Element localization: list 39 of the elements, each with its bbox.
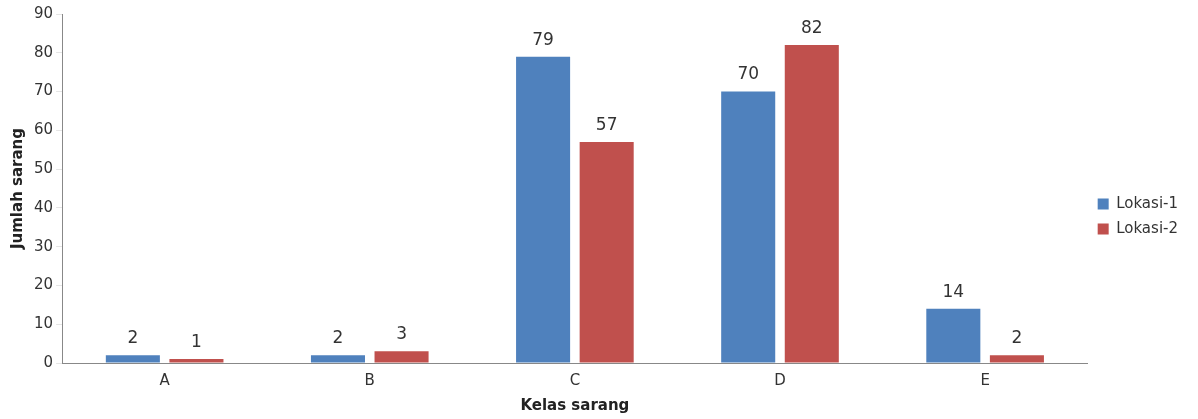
legend-label: Lokasi-2 xyxy=(1116,218,1178,237)
y-tick-label: 20 xyxy=(33,275,54,294)
y-tick-label: 60 xyxy=(33,120,54,139)
legend-label: Lokasi-1 xyxy=(1116,193,1178,212)
data-label: 79 xyxy=(532,28,554,49)
bar xyxy=(310,355,365,363)
bar xyxy=(989,355,1044,363)
y-tick-label: 30 xyxy=(33,236,54,255)
x-tick-label: A xyxy=(159,370,171,389)
data-label: 70 xyxy=(737,63,760,84)
data-label: 2 xyxy=(1011,327,1023,348)
y-tick-label: 0 xyxy=(43,352,54,371)
y-tick-label: 10 xyxy=(33,314,54,333)
y-axis-title: Jumlah sarang xyxy=(7,127,26,251)
bar xyxy=(169,359,224,363)
y-tick-label: 90 xyxy=(33,3,54,22)
bar xyxy=(374,351,429,363)
bar xyxy=(105,355,160,363)
bar xyxy=(721,91,776,363)
x-tick-label: E xyxy=(980,370,990,389)
y-tick-label: 70 xyxy=(33,81,54,100)
x-axis-title: Kelas sarang xyxy=(520,395,630,414)
data-label: 1 xyxy=(191,331,202,352)
data-label: 14 xyxy=(942,280,965,301)
bar xyxy=(579,141,634,363)
bar xyxy=(516,56,571,363)
y-tick-label: 80 xyxy=(33,42,54,61)
data-label: 2 xyxy=(332,327,344,348)
x-tick-label: C xyxy=(569,370,581,389)
bar xyxy=(926,308,981,363)
data-label: 82 xyxy=(800,16,823,37)
data-label: 3 xyxy=(396,323,407,344)
x-tick-label: D xyxy=(774,370,786,389)
y-tick-label: 50 xyxy=(33,159,54,177)
x-tick-label: B xyxy=(364,370,375,389)
bar xyxy=(784,45,839,363)
y-tick-label: 40 xyxy=(33,197,54,216)
data-label: 2 xyxy=(127,327,139,348)
data-label: 57 xyxy=(595,113,618,134)
